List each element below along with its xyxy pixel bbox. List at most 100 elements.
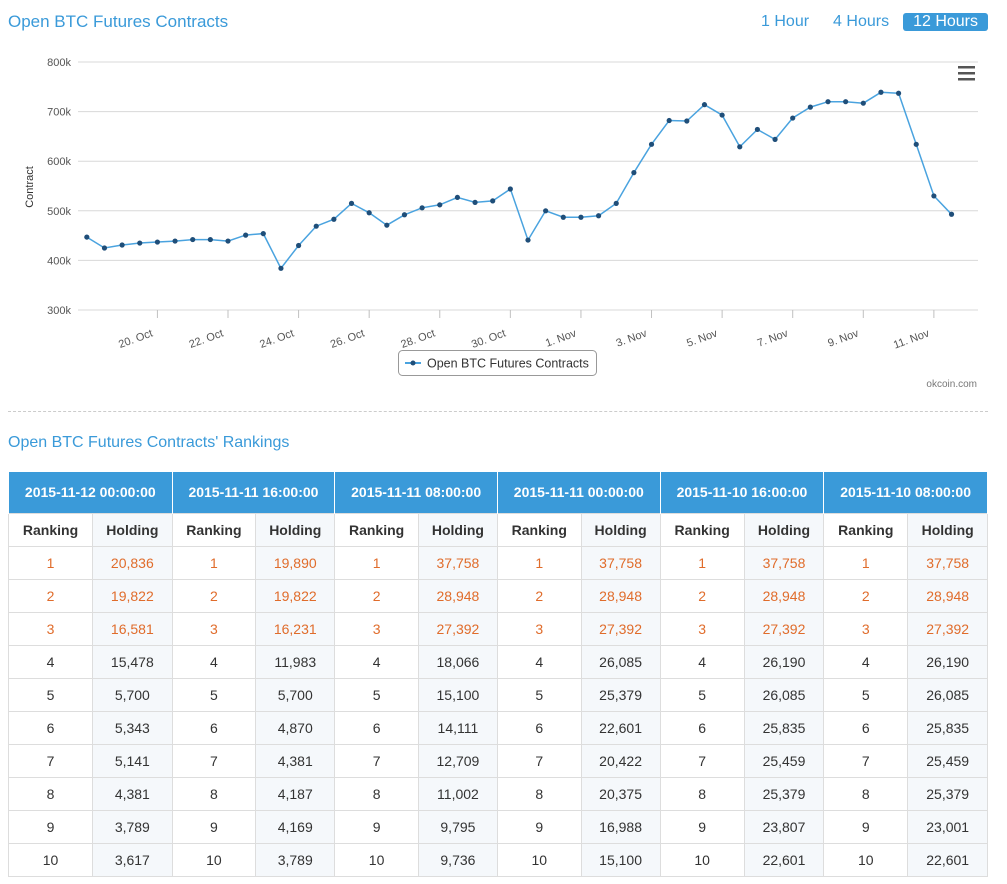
holding-cell: 27,392 xyxy=(907,611,988,646)
data-point[interactable] xyxy=(384,222,390,228)
rank-cell: 6 xyxy=(496,710,582,745)
timeframe-12-hours-button[interactable]: 12 Hours xyxy=(903,13,988,31)
holding-cell: 27,392 xyxy=(417,611,498,646)
table-row: 9 3,789 9 4,169 9 9,795 9 16,988 9 23,807 9 23,001 xyxy=(7,809,988,844)
data-point[interactable] xyxy=(737,144,743,150)
data-point[interactable] xyxy=(225,238,231,244)
rank-cell: 9 xyxy=(823,809,909,844)
data-point[interactable] xyxy=(278,265,284,271)
rank-cell: 4 xyxy=(334,644,419,679)
rank-cell: 5 xyxy=(7,677,94,712)
holding-cell: 20,836 xyxy=(92,545,173,580)
data-point[interactable] xyxy=(419,205,425,211)
data-point[interactable] xyxy=(366,210,372,216)
rank-cell: 8 xyxy=(823,776,909,811)
data-point[interactable] xyxy=(595,213,602,219)
y-axis-ticks: 300k 400k 500k 600k 700k 800k xyxy=(47,57,71,317)
chart-grid xyxy=(78,61,978,311)
holding-cell: 26,190 xyxy=(743,644,825,679)
holding-cell: 26,085 xyxy=(907,677,988,712)
chart-legend[interactable]: Open BTC Futures Contracts xyxy=(398,350,597,376)
data-point[interactable] xyxy=(190,236,196,243)
data-point[interactable] xyxy=(84,234,90,240)
data-point[interactable] xyxy=(719,112,725,118)
y-tick-label: 800k xyxy=(47,57,71,69)
data-point[interactable] xyxy=(525,237,531,243)
data-point[interactable] xyxy=(154,239,161,245)
holding-cell: 19,822 xyxy=(255,578,336,613)
data-point[interactable] xyxy=(172,238,178,244)
data-point[interactable] xyxy=(295,242,302,249)
holding-cell: 19,890 xyxy=(255,545,336,580)
rankings-title: Open BTC Futures Contracts' Rankings xyxy=(8,434,290,451)
data-point[interactable] xyxy=(260,231,266,237)
holding-cell: 22,601 xyxy=(907,842,988,877)
data-point[interactable] xyxy=(807,104,813,110)
rank-cell: 1 xyxy=(7,545,94,580)
data-point[interactable] xyxy=(313,223,319,229)
x-tick-label: 7. Nov xyxy=(756,327,790,349)
holding-cell: 14,111 xyxy=(417,710,498,745)
data-point[interactable] xyxy=(207,236,213,243)
holding-cell: 11,002 xyxy=(417,776,498,811)
data-point[interactable] xyxy=(331,216,337,222)
section-divider xyxy=(8,411,988,412)
rank-cell: 2 xyxy=(496,578,582,613)
data-point[interactable] xyxy=(101,245,108,251)
data-point[interactable] xyxy=(754,126,761,133)
x-tick-label: 28. Oct xyxy=(399,328,436,351)
holding-cell: 16,231 xyxy=(255,611,336,646)
data-point[interactable] xyxy=(843,99,849,105)
data-point[interactable] xyxy=(543,208,549,214)
rankings-column-header-row: Ranking Holding Ranking Holding Ranking Holdi… xyxy=(7,512,988,547)
holding-column-header: Holding xyxy=(92,512,173,547)
data-point[interactable] xyxy=(790,115,796,121)
data-point[interactable] xyxy=(701,102,708,108)
rank-cell: 10 xyxy=(334,842,419,877)
ranking-column-header: Ranking xyxy=(823,512,909,547)
rank-cell: 6 xyxy=(659,710,745,745)
table-row: 10 3,617 10 3,789 10 9,736 10 15,100 10 22,601 10 2… xyxy=(7,842,988,877)
holding-cell: 16,581 xyxy=(92,611,173,646)
data-point[interactable] xyxy=(454,194,461,201)
data-point[interactable] xyxy=(666,117,672,124)
x-tick-label: 5. Nov xyxy=(685,327,719,349)
data-point[interactable] xyxy=(401,212,408,218)
data-point[interactable] xyxy=(472,199,478,205)
data-point[interactable] xyxy=(348,200,355,206)
data-point[interactable] xyxy=(578,214,584,220)
snapshot-date-header: 2015-11-12 00:00:00 xyxy=(8,472,173,513)
rank-cell: 10 xyxy=(7,842,94,877)
data-point[interactable] xyxy=(507,186,513,192)
data-point[interactable] xyxy=(560,214,566,220)
data-point[interactable] xyxy=(648,141,655,147)
data-point[interactable] xyxy=(860,100,866,106)
data-point[interactable] xyxy=(948,211,955,217)
timeframe-1-hour-button[interactable]: 1 Hour xyxy=(761,13,810,30)
rank-cell: 10 xyxy=(659,842,745,877)
chart-credit[interactable]: okcoin.com xyxy=(926,379,977,390)
data-point[interactable] xyxy=(931,193,937,199)
chart-menu-icon[interactable] xyxy=(958,66,975,81)
data-point[interactable] xyxy=(913,141,919,147)
data-point[interactable] xyxy=(772,136,778,142)
table-row: 3 16,581 3 16,231 3 27,392 3 27,392 3 27,392 3 27,3… xyxy=(7,611,988,646)
data-point[interactable] xyxy=(631,170,637,176)
data-point[interactable] xyxy=(437,202,443,208)
data-point[interactable] xyxy=(895,90,902,96)
x-tick-label: 26. Oct xyxy=(329,328,366,351)
data-point[interactable] xyxy=(878,89,884,95)
x-tick-label: 20. Oct xyxy=(117,328,154,351)
data-point[interactable] xyxy=(137,240,143,246)
data-point[interactable] xyxy=(613,200,619,206)
data-point[interactable] xyxy=(119,242,125,248)
data-point[interactable] xyxy=(825,99,831,105)
rank-cell: 3 xyxy=(171,611,257,646)
data-point[interactable] xyxy=(490,198,496,204)
data-point[interactable] xyxy=(684,118,690,124)
rank-cell: 6 xyxy=(7,710,94,745)
data-point[interactable] xyxy=(243,232,249,238)
timeframe-4-hours-button[interactable]: 4 Hours xyxy=(833,13,890,30)
holding-cell: 4,381 xyxy=(92,776,173,811)
rank-cell: 3 xyxy=(823,611,909,646)
